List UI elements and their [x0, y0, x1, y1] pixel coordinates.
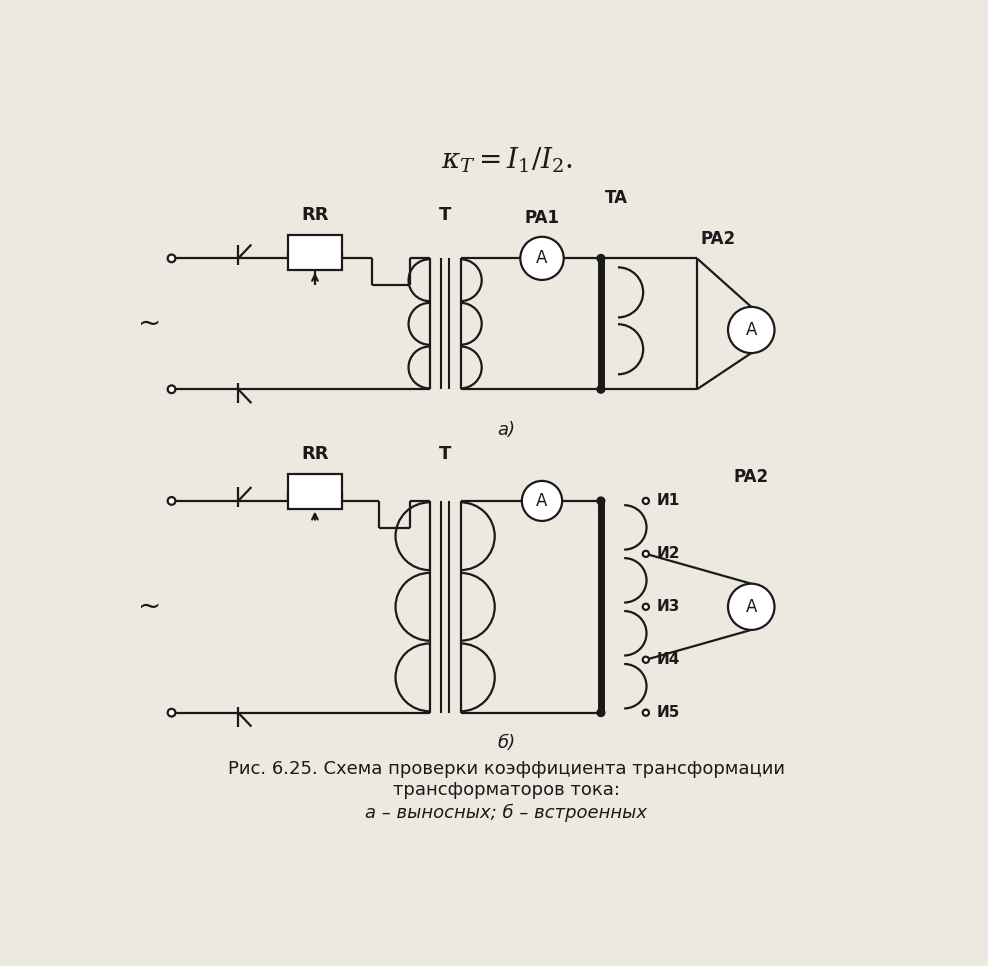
Circle shape	[643, 657, 649, 663]
Bar	[288, 474, 342, 509]
Circle shape	[728, 307, 775, 354]
Text: И2: И2	[657, 547, 680, 561]
Text: TA: TA	[605, 188, 627, 207]
Circle shape	[728, 583, 775, 630]
Circle shape	[522, 481, 562, 521]
Circle shape	[168, 497, 176, 505]
Circle shape	[597, 709, 605, 717]
Text: И5: И5	[657, 705, 680, 721]
Text: PA2: PA2	[734, 468, 769, 486]
Text: И3: И3	[657, 599, 680, 614]
Text: A: A	[746, 321, 757, 339]
Circle shape	[168, 385, 176, 393]
Text: б): б)	[497, 734, 516, 753]
Text: RR: RR	[301, 207, 329, 224]
Text: RR: RR	[301, 445, 329, 463]
Bar	[288, 236, 342, 270]
Text: а – выносных; б – встроенных: а – выносных; б – встроенных	[366, 804, 647, 822]
Circle shape	[168, 254, 176, 262]
Text: A: A	[746, 598, 757, 615]
Circle shape	[521, 237, 564, 280]
Circle shape	[597, 497, 605, 505]
Text: а): а)	[497, 421, 516, 440]
Text: PA2: PA2	[700, 230, 736, 247]
Text: A: A	[536, 492, 547, 510]
Circle shape	[643, 551, 649, 557]
Circle shape	[643, 604, 649, 610]
Text: T: T	[439, 207, 452, 224]
Circle shape	[643, 497, 649, 504]
Text: PA1: PA1	[525, 209, 559, 227]
Text: Рис. 6.25. Схема проверки коэффициента трансформации: Рис. 6.25. Схема проверки коэффициента т…	[228, 760, 784, 778]
Text: ~: ~	[138, 593, 161, 621]
Circle shape	[168, 709, 176, 717]
Text: И4: И4	[657, 652, 680, 668]
Circle shape	[597, 254, 605, 262]
Circle shape	[597, 385, 605, 393]
Text: ~: ~	[138, 310, 161, 338]
Text: трансформаторов тока:: трансформаторов тока:	[393, 781, 619, 799]
Circle shape	[643, 710, 649, 716]
Text: И1: И1	[657, 494, 680, 508]
Text: T: T	[439, 445, 452, 463]
Text: $\kappa_T = I_1 / I_2.$: $\kappa_T = I_1 / I_2.$	[441, 146, 572, 176]
Text: A: A	[536, 249, 547, 268]
